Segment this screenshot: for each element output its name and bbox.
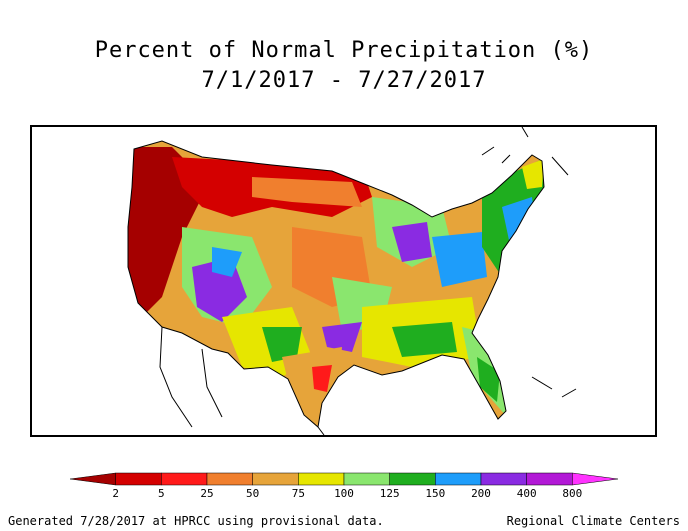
- legend-swatch: [572, 472, 619, 486]
- legend-swatch: [435, 472, 482, 486]
- map-frame: [30, 125, 657, 437]
- legend-swatch: [161, 472, 208, 486]
- map-title: Percent of Normal Precipitation (%): [94, 38, 594, 63]
- legend-tick-label: 800: [562, 487, 582, 500]
- us-outline: [127, 140, 545, 428]
- legend-swatch: [206, 472, 253, 486]
- legend-swatch: [298, 472, 345, 486]
- legend-tick-label: 200: [471, 487, 491, 500]
- canada-outline: [481, 127, 577, 398]
- legend-tick-label: 50: [246, 487, 259, 500]
- legend-swatch: [252, 472, 299, 486]
- legend-swatch: [389, 472, 436, 486]
- map-date-range: 7/1/2017 - 7/27/2017: [201, 68, 487, 93]
- legend-tick-label: 150: [425, 487, 445, 500]
- footer-source-text: Regional Climate Centers: [506, 514, 680, 528]
- legend-tick-label: 100: [334, 487, 354, 500]
- legend-tick-label: 400: [517, 487, 537, 500]
- legend-swatch: [343, 472, 390, 486]
- precipitation-map: [127, 127, 577, 435]
- legend-swatch: [115, 472, 162, 486]
- legend-swatch: [69, 472, 116, 486]
- legend-swatch: [526, 472, 573, 486]
- legend-swatch: [480, 472, 527, 486]
- mexico-outline: [159, 326, 325, 435]
- color-legend: 2 5 25 50 75 100 125 150 200 400 800: [69, 472, 619, 500]
- legend-tick-label: 75: [292, 487, 305, 500]
- footer-generated-text: Generated 7/28/2017 at HPRCC using provi…: [8, 514, 384, 528]
- legend-tick-label: 125: [380, 487, 400, 500]
- legend-tick-label: 5: [158, 487, 165, 500]
- legend-tick-label: 2: [112, 487, 119, 500]
- legend-tick-label: 25: [200, 487, 213, 500]
